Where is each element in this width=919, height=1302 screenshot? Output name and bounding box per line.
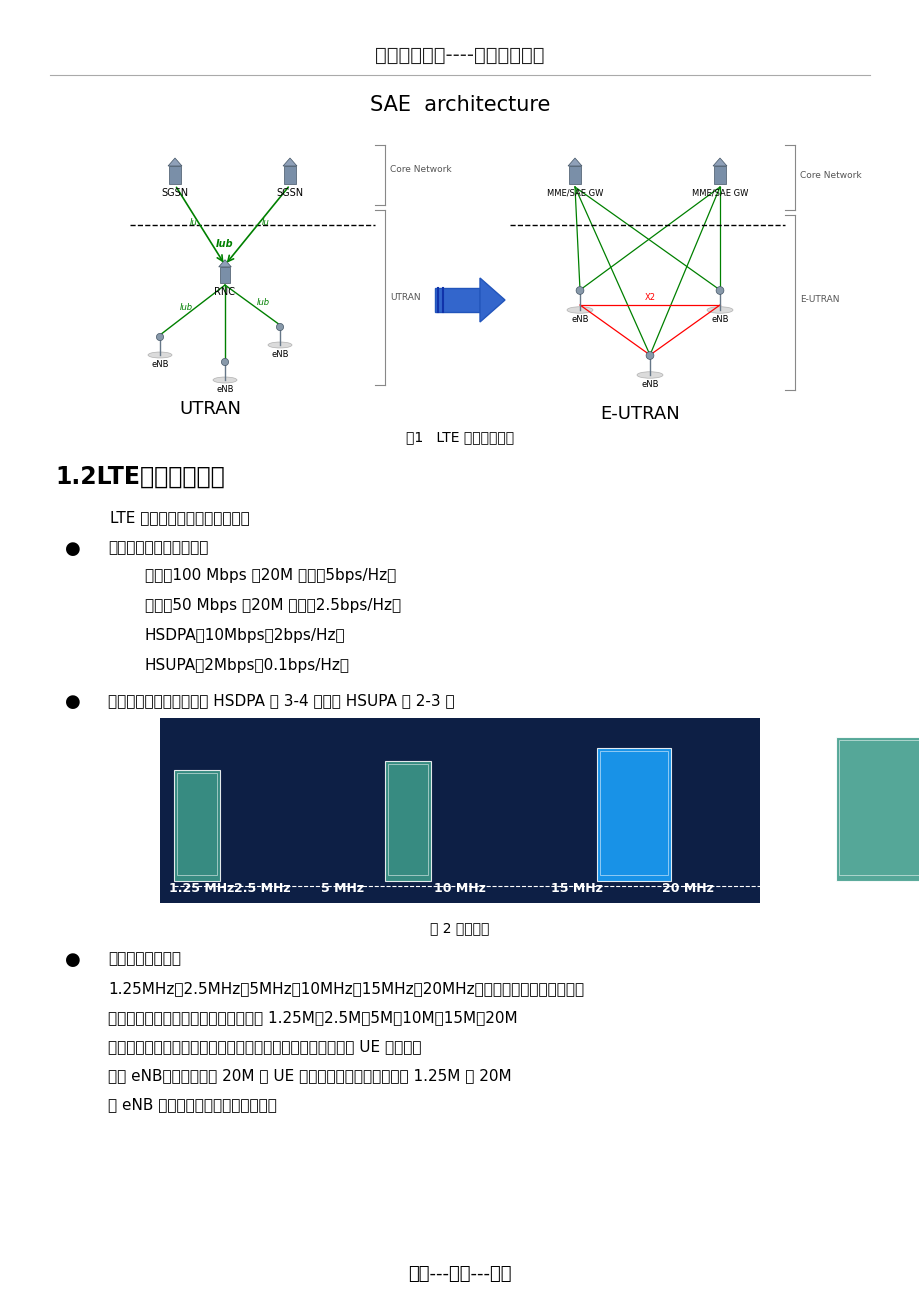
Bar [596, 747, 670, 880]
Bar [284, 165, 296, 184]
Polygon shape [712, 158, 726, 165]
Text: eNB: eNB [151, 359, 168, 368]
Text: 2.5 MHz: 2.5 MHz [233, 881, 290, 894]
Bar [388, 763, 427, 875]
Bar [160, 717, 759, 904]
Ellipse shape [636, 372, 663, 379]
Bar [174, 769, 220, 880]
Text: Iub: Iub [180, 303, 193, 312]
Text: Iu: Iu [262, 217, 269, 227]
Polygon shape [480, 279, 505, 322]
Bar [835, 737, 919, 880]
Text: eNB: eNB [271, 350, 289, 359]
Text: 的 eNB 进行无线连接；反之，也是：: 的 eNB 进行无线连接；反之，也是： [108, 1098, 277, 1112]
Text: ●: ● [65, 693, 81, 711]
Polygon shape [283, 158, 297, 165]
Bar [435, 288, 480, 312]
Text: 1.25 MHz: 1.25 MHz [169, 881, 234, 894]
Bar [176, 773, 216, 875]
Text: Iub: Iub [216, 240, 233, 249]
Text: 5 MHz: 5 MHz [321, 881, 364, 894]
Text: ●: ● [65, 950, 81, 969]
Bar [220, 267, 230, 283]
Text: eNB: eNB [641, 380, 658, 389]
Polygon shape [567, 158, 582, 165]
Text: LTE 有如下几个主要技术特点：: LTE 有如下几个主要技术特点： [110, 510, 249, 525]
Circle shape [276, 323, 283, 331]
Text: 宽的 eNB，如最大带宽 20M 的 UE 必须能够于一个可变带宽从 1.25M 到 20M: 宽的 eNB，如最大带宽 20M 的 UE 必须能够于一个可变带宽从 1.25M… [108, 1068, 511, 1083]
Text: E-UTRAN: E-UTRAN [599, 405, 679, 423]
Ellipse shape [213, 378, 237, 383]
Polygon shape [219, 259, 231, 267]
Ellipse shape [566, 307, 593, 314]
Circle shape [575, 286, 584, 294]
Text: SAE  architecture: SAE architecture [369, 95, 550, 115]
Text: 的可变带宽，以满足运营商多样化需求。考虑不同带宽能力的 UE 和不同带: 的可变带宽，以满足运营商多样化需求。考虑不同带宽能力的 UE 和不同带 [108, 1039, 421, 1055]
Text: 专心---专注---专业: 专心---专注---专业 [408, 1266, 511, 1282]
Text: Iu: Iu [190, 217, 198, 227]
Text: HSDPA：10Mbps、2bps/Hz；: HSDPA：10Mbps、2bps/Hz； [145, 628, 346, 643]
Text: Iub: Iub [256, 298, 270, 307]
Text: MME/SAE GW: MME/SAE GW [546, 187, 603, 197]
Text: 下行：100 Mbps ，20M 带宽，5bps/Hz；: 下行：100 Mbps ，20M 带宽，5bps/Hz； [145, 568, 396, 583]
Text: 显著提高频谱利用率，是 HSDPA 的 3-4 倍，是 HSUPA 的 2-3 倍: 显著提高频谱利用率，是 HSDPA 的 3-4 倍，是 HSUPA 的 2-3 … [108, 693, 454, 708]
Text: RNC: RNC [214, 288, 235, 297]
Circle shape [221, 358, 228, 366]
Bar [568, 165, 581, 184]
Text: 15 MHz: 15 MHz [550, 881, 602, 894]
Bar [169, 165, 181, 184]
Text: HSUPA：2Mbps、0.1bps/Hz；: HSUPA：2Mbps、0.1bps/Hz； [145, 658, 349, 673]
Circle shape [156, 333, 164, 341]
Ellipse shape [148, 352, 172, 358]
Bar [838, 740, 919, 875]
Polygon shape [168, 158, 182, 165]
Text: SGSN: SGSN [276, 187, 303, 198]
Text: eNB: eNB [216, 385, 233, 393]
Circle shape [715, 286, 723, 294]
Bar [385, 760, 430, 880]
Text: 显著提高峰值传输速率：: 显著提高峰值传输速率： [108, 540, 208, 555]
Ellipse shape [267, 342, 291, 348]
Text: UTRAN: UTRAN [390, 293, 420, 302]
Bar [599, 750, 667, 875]
Circle shape [645, 352, 653, 359]
Text: 10 MHz: 10 MHz [434, 881, 485, 894]
Text: UTRAN: UTRAN [179, 400, 241, 418]
Text: X2: X2 [644, 293, 654, 302]
Text: SGSN: SGSN [161, 187, 188, 198]
Text: eNB: eNB [710, 315, 728, 324]
Text: 20 MHz: 20 MHz [662, 881, 713, 894]
Text: eNB: eNB [571, 315, 588, 324]
Text: 图1   LTE 无线网络结构: 图1 LTE 无线网络结构 [405, 430, 514, 444]
Text: 精选优质文档----倾情为你奉上: 精选优质文档----倾情为你奉上 [375, 46, 544, 65]
Text: Core Network: Core Network [800, 171, 861, 180]
Text: ●: ● [65, 540, 81, 559]
Bar [713, 165, 725, 184]
Text: 1.25MHz、2.5MHz、5MHz、10MHz、15MHz、20MHz；可变带宽设计；不同系列: 1.25MHz、2.5MHz、5MHz、10MHz、15MHz、20MHz；可变… [108, 980, 584, 996]
Text: MME/SAE GW: MME/SAE GW [691, 187, 747, 197]
Ellipse shape [706, 307, 732, 314]
Text: 的基站设备其射频、基带部分要适应从 1.25M、2.5M、5M、10M、15M、20M: 的基站设备其射频、基带部分要适应从 1.25M、2.5M、5M、10M、15M、… [108, 1010, 517, 1025]
Text: E-UTRAN: E-UTRAN [800, 296, 839, 305]
Text: 1.2LTE主要技术特点: 1.2LTE主要技术特点 [55, 465, 224, 490]
Text: 图 2 带宽速率: 图 2 带宽速率 [430, 921, 489, 935]
Text: 上行：50 Mbps ，20M 带宽，2.5bps/Hz；: 上行：50 Mbps ，20M 带宽，2.5bps/Hz； [145, 598, 401, 613]
Text: Core Network: Core Network [390, 165, 451, 174]
Text: 灵活可变的带宽：: 灵活可变的带宽： [108, 950, 181, 966]
